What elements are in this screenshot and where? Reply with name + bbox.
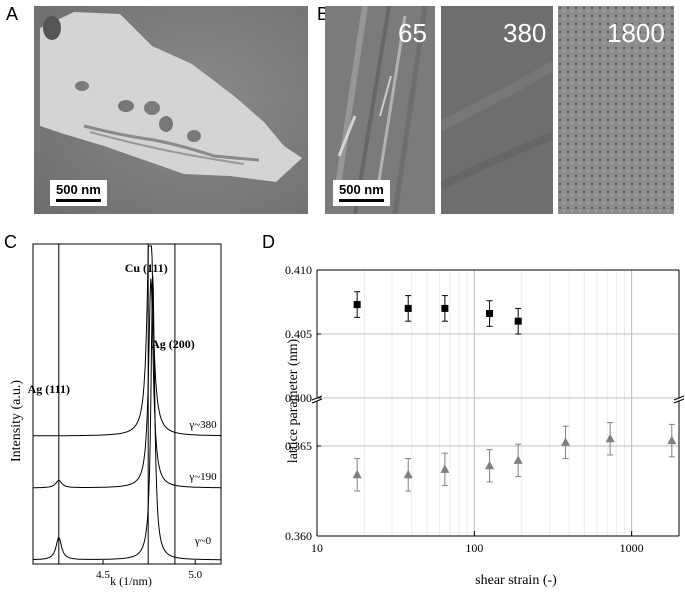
xrd-ylabel: Intensity (a.u.) [9, 380, 24, 462]
lattice-point-square [486, 310, 494, 318]
xrd-xtick-label: 5.0 [188, 569, 202, 581]
xrd-series-label: γ~0 [194, 535, 212, 547]
lattice-point-triangle [352, 469, 362, 479]
lattice-xtick-label: 1000 [620, 541, 644, 555]
xrd-series-line [33, 245, 221, 437]
lattice-axis-break [311, 398, 323, 404]
xrd-xlabel: k (1/nm) [110, 574, 152, 588]
lattice-point-square [441, 304, 449, 312]
xrd-reference-label: Ag (111) [28, 382, 70, 396]
xrd-chart: Intensity (a.u.) k (1/nm) Ag (111) Cu (11… [9, 243, 222, 588]
strain-label-1800: 1800 [607, 18, 665, 48]
lattice-xtick-label: 10 [311, 541, 323, 555]
lattice-chart: lattice parameter (nm) shear strain (-) … [285, 263, 685, 588]
lattice-point-square [353, 301, 361, 309]
scale-bar-a: 500 nm [50, 180, 107, 206]
lattice-point-square [514, 317, 522, 325]
lattice-ytick-label: 0.365 [285, 439, 312, 453]
lattice-xtick-label: 100 [465, 541, 483, 555]
lattice-ytick-label: 0.410 [285, 263, 312, 277]
lattice-ytick-label: 0.405 [285, 327, 312, 341]
xrd-reference-label: Cu (111) [125, 261, 168, 275]
lattice-axis-break [673, 398, 685, 404]
lattice-point-square [404, 304, 412, 312]
lattice-ylabel: lattice parameter (nm) [286, 338, 301, 463]
micrograph-b-1800 [558, 6, 674, 214]
lattice-point-triangle [513, 455, 523, 464]
scale-bar-a-text: 500 nm [56, 182, 101, 197]
lattice-point-triangle [403, 469, 413, 479]
xrd-plot-frame [32, 243, 222, 565]
scale-bar-b: 500 nm [333, 180, 390, 206]
lattice-point-triangle [440, 464, 450, 473]
lattice-point-triangle [561, 437, 571, 446]
lattice-ytick-label: 0.400 [285, 391, 312, 405]
lattice-axis-break [673, 395, 685, 401]
xrd-series-label: γ~380 [188, 419, 217, 431]
strain-label-380: 380 [503, 18, 547, 48]
lattice-xlabel: shear strain (-) [475, 573, 557, 588]
xrd-series-line [33, 275, 221, 561]
xrd-series-line [33, 278, 221, 489]
panel-label-d: D [262, 232, 275, 252]
micrograph-a [34, 6, 308, 214]
lattice-point-triangle [485, 460, 495, 470]
lattice-point-triangle [605, 433, 615, 443]
micrograph-b-65 [325, 6, 435, 214]
lattice-ytick-label: 0.360 [285, 529, 312, 543]
strain-label-65: 65 [398, 18, 427, 48]
lattice-point-triangle [667, 435, 677, 445]
micrograph-b-380 [441, 6, 553, 214]
xrd-xtick-label: 4.5 [96, 569, 110, 581]
xrd-series-label: γ~190 [188, 471, 217, 483]
xrd-reference-label: Ag (200) [151, 337, 195, 351]
scale-bar-b-text: 500 nm [339, 182, 384, 197]
panel-label-c: C [4, 232, 17, 252]
panel-label-a: A [6, 4, 19, 24]
